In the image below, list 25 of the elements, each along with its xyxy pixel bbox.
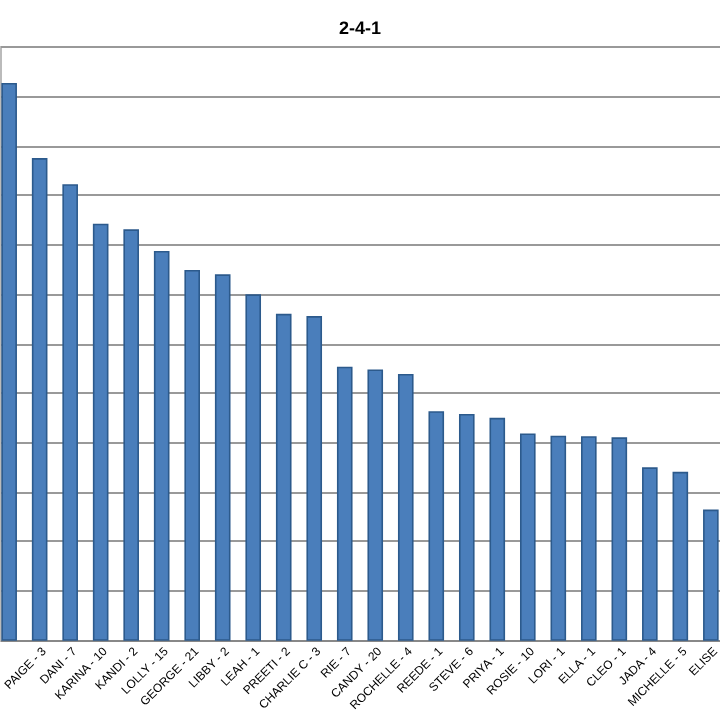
bar: [489, 417, 506, 641]
bar: [672, 471, 689, 641]
bar: [520, 433, 536, 641]
bar: [153, 250, 170, 641]
bar: [245, 294, 262, 641]
chart-title: 2-4-1: [338, 18, 382, 38]
bar: [31, 158, 48, 641]
bar: [550, 435, 567, 641]
bar: [214, 274, 231, 641]
bar: [123, 229, 139, 641]
bar: [1, 83, 17, 641]
bar: [611, 437, 628, 641]
bar: [184, 269, 200, 641]
bar: [428, 411, 445, 641]
bar: [275, 313, 292, 641]
bar: [397, 373, 414, 641]
bar: [62, 184, 78, 641]
bar: [581, 436, 597, 641]
bar: [336, 366, 353, 641]
bar: [367, 369, 384, 641]
bar: [306, 316, 323, 641]
bar: [703, 509, 719, 641]
bar: [92, 223, 109, 641]
bar: [458, 413, 475, 641]
bar: [642, 467, 658, 641]
